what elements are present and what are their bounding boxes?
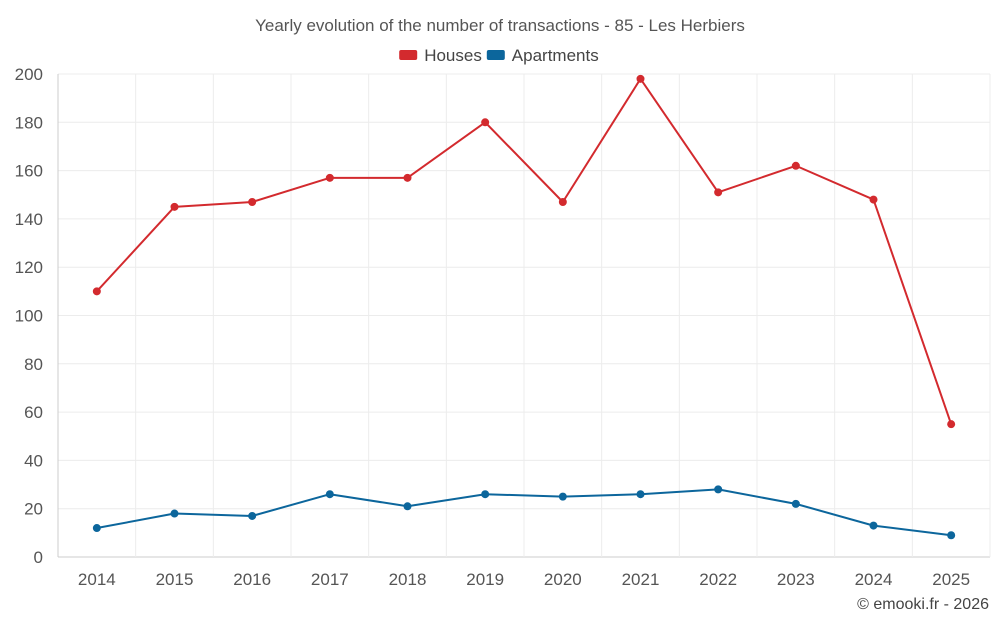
data-point-houses (869, 195, 878, 204)
x-tick-label: 2024 (855, 570, 893, 589)
y-tick-label: 40 (24, 451, 43, 470)
y-tick-label: 80 (24, 355, 43, 374)
legend-label-apartments: Apartments (512, 46, 599, 65)
y-tick-label: 180 (15, 113, 43, 132)
chart-title: Yearly evolution of the number of transa… (255, 16, 745, 35)
data-point-apartments (481, 490, 490, 499)
legend-label-houses: Houses (424, 46, 482, 65)
x-tick-label: 2016 (233, 570, 271, 589)
x-tick-label: 2014 (78, 570, 116, 589)
series-layer (92, 74, 956, 540)
x-tick-label: 2023 (777, 570, 815, 589)
x-tick-label: 2015 (156, 570, 194, 589)
data-point-houses (403, 173, 412, 182)
data-point-apartments (791, 499, 800, 508)
data-point-houses (791, 161, 800, 170)
y-tick-label: 120 (15, 258, 43, 277)
data-point-apartments (558, 492, 567, 501)
x-tick-label: 2020 (544, 570, 582, 589)
y-tick-label: 160 (15, 162, 43, 181)
x-tick-label: 2025 (932, 570, 970, 589)
data-point-apartments (714, 485, 723, 494)
y-tick-label: 140 (15, 210, 43, 229)
y-tick-label: 100 (15, 307, 43, 326)
x-tick-label: 2017 (311, 570, 349, 589)
data-point-houses (481, 118, 490, 127)
y-tick-label: 200 (15, 65, 43, 84)
data-point-houses (558, 197, 567, 206)
data-point-apartments (636, 490, 645, 499)
legend-swatch-houses (399, 50, 418, 60)
y-tick-label: 0 (34, 548, 43, 567)
data-point-houses (714, 188, 723, 197)
data-point-apartments (947, 531, 956, 540)
x-tick-label: 2018 (389, 570, 427, 589)
data-point-apartments (170, 509, 179, 518)
data-point-apartments (403, 502, 412, 511)
x-tick-label: 2022 (699, 570, 737, 589)
y-tick-label: 60 (24, 403, 43, 422)
data-point-apartments (325, 490, 334, 499)
series-line-apartments (96, 488, 952, 537)
legend-swatch-apartments (486, 50, 505, 60)
series-line-houses (96, 77, 953, 425)
data-point-apartments (248, 511, 257, 520)
data-point-houses (325, 173, 334, 182)
data-point-houses (947, 420, 956, 429)
credit-text: © emooki.fr - 2026 (857, 596, 989, 613)
axes: 0 20 40 60 80 100 120 140 160 180 200 2014 2015 2016 2… (15, 65, 970, 589)
data-point-houses (170, 202, 179, 211)
data-point-houses (248, 197, 257, 206)
data-point-apartments (92, 524, 101, 533)
data-point-houses (92, 287, 101, 296)
data-point-houses (636, 74, 645, 83)
x-tick-label: 2021 (622, 570, 660, 589)
data-point-apartments (869, 521, 878, 530)
y-tick-label: 20 (24, 500, 43, 519)
x-tick-label: 2019 (466, 570, 504, 589)
grid (57, 73, 991, 558)
legend: Houses Apartments (399, 46, 599, 65)
